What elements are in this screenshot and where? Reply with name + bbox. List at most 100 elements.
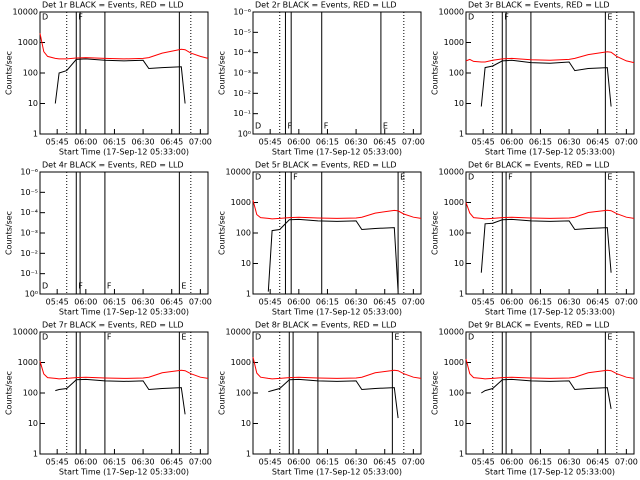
x-tick-label: 06:15 (316, 138, 339, 147)
x-tick-label: 05:45 (259, 298, 282, 307)
y-tick-label: 1000 (444, 358, 464, 367)
x-tick-label: 05:45 (472, 458, 495, 467)
x-tick-label: 06:30 (558, 298, 581, 307)
series-line (480, 59, 612, 107)
series-line (39, 33, 209, 60)
x-tick-label: 05:45 (46, 458, 69, 467)
chart-title: Det 9r BLACK = Events, RED = LLD (468, 321, 610, 330)
x-tick-label: 06:00 (500, 298, 523, 307)
series-line (267, 218, 399, 292)
x-tick-label: 07:00 (402, 138, 425, 147)
x-axis-label: Start Time (17-Sep-12 05:33:00) (485, 148, 615, 157)
plot-frame (465, 171, 635, 295)
x-tick-label: 06:30 (558, 138, 581, 147)
y-axis-label: Counts/sec (5, 51, 14, 95)
series-line (252, 356, 422, 380)
x-tick-label: 07:00 (615, 458, 638, 467)
x-tick-label: 06:00 (287, 458, 310, 467)
series-line (252, 199, 422, 220)
y-tick-label: 10000 (439, 168, 464, 177)
event-label: E (607, 173, 612, 182)
x-tick-label: 06:15 (103, 458, 126, 467)
x-tick-label: 06:00 (74, 138, 97, 147)
series-line (465, 51, 635, 64)
x-tick-label: 07:00 (615, 298, 638, 307)
chart-title: Det 5r BLACK = Events, RED = LLD (255, 161, 397, 170)
x-tick-label: 06:45 (160, 458, 183, 467)
y-tick-label: 10⁻³ (233, 69, 251, 78)
y-tick-label: 10⁻² (233, 89, 251, 98)
series-line (54, 58, 186, 104)
y-tick-label: 100 (449, 389, 464, 398)
y-tick-label: 10⁻⁶ (20, 168, 38, 177)
event-label: E (181, 333, 186, 342)
x-tick-label: 05:45 (259, 458, 282, 467)
series-line (465, 202, 635, 220)
x-tick-label: 07:00 (189, 458, 212, 467)
y-tick-label: 10 (454, 99, 464, 108)
y-tick-label: 10000 (226, 328, 251, 337)
series-line (39, 361, 209, 380)
event-label: F (324, 122, 329, 131)
y-axis-label: Counts/sec (218, 371, 227, 415)
x-tick-label: 06:45 (373, 138, 396, 147)
x-tick-label: 06:30 (132, 298, 155, 307)
corner-label: D (42, 282, 48, 291)
y-tick-label: 10⁻⁵ (20, 188, 38, 197)
x-tick-label: 06:00 (74, 458, 97, 467)
y-tick-label: 10000 (226, 168, 251, 177)
y-tick-label: 100 (23, 69, 38, 78)
corner-label: D (468, 173, 474, 182)
y-tick-label: 1000 (18, 38, 38, 47)
x-tick-label: 06:45 (160, 298, 183, 307)
x-tick-label: 07:00 (402, 298, 425, 307)
x-tick-label: 06:30 (345, 138, 368, 147)
x-tick-label: 06:15 (529, 458, 552, 467)
event-label: F (504, 13, 509, 22)
y-tick-label: 10000 (13, 8, 38, 17)
x-tick-label: 06:15 (529, 298, 552, 307)
y-tick-label: 10 (28, 419, 38, 428)
event-label: F (107, 333, 112, 342)
x-tick-label: 05:45 (259, 138, 282, 147)
x-tick-label: 06:45 (160, 138, 183, 147)
x-tick-label: 05:45 (472, 138, 495, 147)
x-axis-label: Start Time (17-Sep-12 05:33:00) (59, 468, 189, 477)
chart-title: Det 1r BLACK = Events, RED = LLD (42, 1, 184, 10)
series-line (481, 378, 612, 409)
y-tick-label: 10000 (439, 8, 464, 17)
x-tick-label: 06:15 (103, 298, 126, 307)
series-line (55, 378, 186, 415)
y-tick-label: 1 (246, 450, 251, 459)
x-tick-label: 06:00 (500, 138, 523, 147)
corner-label: D (255, 333, 261, 342)
y-tick-label: 1 (459, 290, 464, 299)
plot-frame (465, 11, 635, 135)
x-axis-label: Start Time (17-Sep-12 05:33:00) (272, 468, 402, 477)
y-tick-label: 10000 (439, 328, 464, 337)
y-tick-label: 1000 (231, 358, 251, 367)
y-tick-label: 1 (33, 450, 38, 459)
y-tick-label: 10 (241, 419, 251, 428)
y-tick-label: 10000 (13, 328, 38, 337)
event-label: F (287, 122, 292, 131)
plot-frame (39, 331, 209, 455)
x-tick-label: 06:15 (529, 138, 552, 147)
y-tick-label: 10⁻² (20, 249, 38, 258)
corner-label: D (42, 333, 48, 342)
x-tick-label: 06:30 (345, 298, 368, 307)
y-axis-label: Counts/sec (5, 371, 14, 415)
y-tick-label: 10⁻⁴ (233, 48, 251, 57)
event-label: E (400, 173, 405, 182)
plot-frame (252, 11, 422, 135)
y-tick-label: 10⁻⁵ (233, 28, 251, 37)
corner-label: D (468, 13, 474, 22)
x-tick-label: 06:15 (316, 458, 339, 467)
event-label: F (508, 173, 513, 182)
x-tick-label: 06:45 (586, 458, 609, 467)
y-tick-label: 10 (28, 99, 38, 108)
y-tick-label: 100 (449, 229, 464, 238)
x-tick-label: 06:45 (373, 458, 396, 467)
